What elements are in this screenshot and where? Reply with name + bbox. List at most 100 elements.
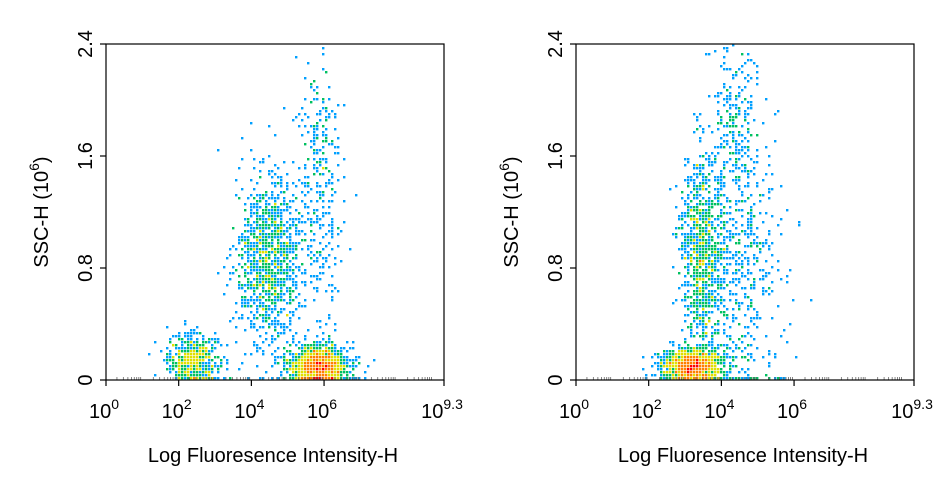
event-dot bbox=[738, 323, 741, 326]
event-dot bbox=[271, 365, 274, 368]
event-dot bbox=[720, 176, 723, 179]
event-dot bbox=[684, 233, 687, 236]
event-dot bbox=[705, 302, 708, 305]
event-dot bbox=[331, 176, 334, 179]
event-dot bbox=[310, 125, 313, 128]
event-dot bbox=[708, 197, 711, 200]
event-dot bbox=[696, 239, 699, 242]
event-dot bbox=[313, 239, 316, 242]
event-dot bbox=[726, 317, 729, 320]
event-dot bbox=[277, 224, 280, 227]
y-tick-label: 1.6 bbox=[75, 142, 97, 170]
event-dot bbox=[256, 242, 259, 245]
event-dot bbox=[277, 227, 280, 230]
event-dot bbox=[690, 323, 693, 326]
event-dot bbox=[732, 272, 735, 275]
event-dot bbox=[322, 338, 325, 341]
event-dot bbox=[241, 254, 244, 257]
event-dot bbox=[786, 209, 789, 212]
event-dot bbox=[340, 350, 343, 353]
event-dot bbox=[693, 269, 696, 272]
event-dot bbox=[735, 143, 738, 146]
event-dot bbox=[208, 374, 211, 377]
event-dot bbox=[777, 224, 780, 227]
event-dot bbox=[280, 254, 283, 257]
event-dot bbox=[696, 236, 699, 239]
event-dot bbox=[325, 245, 328, 248]
event-dot bbox=[711, 131, 714, 134]
event-dot bbox=[780, 218, 783, 221]
event-dot bbox=[780, 185, 783, 188]
event-dot bbox=[235, 269, 238, 272]
event-dot bbox=[690, 239, 693, 242]
event-dot bbox=[735, 149, 738, 152]
event-dot bbox=[720, 194, 723, 197]
event-dot bbox=[301, 200, 304, 203]
event-dot bbox=[292, 356, 295, 359]
event-dot bbox=[699, 365, 702, 368]
event-dot bbox=[277, 284, 280, 287]
event-dot bbox=[723, 56, 726, 59]
event-dot bbox=[768, 353, 771, 356]
event-dot bbox=[690, 236, 693, 239]
event-dot bbox=[298, 230, 301, 233]
event-dot bbox=[259, 296, 262, 299]
event-dot bbox=[307, 365, 310, 368]
event-dot bbox=[699, 344, 702, 347]
event-dot bbox=[184, 359, 187, 362]
event-dot bbox=[750, 299, 753, 302]
event-dot bbox=[328, 377, 331, 380]
event-dot bbox=[696, 251, 699, 254]
event-dot bbox=[729, 125, 732, 128]
event-dot bbox=[328, 182, 331, 185]
event-dot bbox=[262, 230, 265, 233]
event-dot bbox=[256, 266, 259, 269]
event-dot bbox=[705, 209, 708, 212]
event-dot bbox=[696, 257, 699, 260]
event-dot bbox=[720, 299, 723, 302]
event-dot bbox=[274, 200, 277, 203]
event-dot bbox=[259, 170, 262, 173]
event-dot bbox=[316, 275, 319, 278]
event-dot bbox=[331, 173, 334, 176]
event-dot bbox=[744, 275, 747, 278]
event-dot bbox=[795, 356, 798, 359]
event-dot bbox=[334, 371, 337, 374]
event-dot bbox=[331, 200, 334, 203]
event-dot bbox=[292, 365, 295, 368]
event-dot bbox=[268, 287, 271, 290]
event-dot bbox=[304, 233, 307, 236]
event-dot bbox=[283, 365, 286, 368]
event-dot bbox=[190, 368, 193, 371]
event-dot bbox=[687, 305, 690, 308]
event-dot bbox=[708, 272, 711, 275]
event-dot bbox=[205, 356, 208, 359]
event-dot bbox=[741, 125, 744, 128]
event-dot bbox=[262, 227, 265, 230]
event-dot bbox=[723, 272, 726, 275]
event-dot bbox=[307, 377, 310, 380]
event-dot bbox=[289, 362, 292, 365]
event-dot bbox=[756, 65, 759, 68]
event-dot bbox=[645, 377, 648, 380]
event-dot bbox=[711, 293, 714, 296]
event-dot bbox=[747, 155, 750, 158]
event-dot bbox=[705, 218, 708, 221]
event-dot bbox=[265, 311, 268, 314]
event-dot bbox=[244, 353, 247, 356]
event-dot bbox=[693, 266, 696, 269]
event-dot bbox=[753, 233, 756, 236]
event-dot bbox=[762, 287, 765, 290]
event-dot bbox=[292, 224, 295, 227]
event-dot bbox=[169, 368, 172, 371]
event-dot bbox=[346, 341, 349, 344]
event-dot bbox=[732, 236, 735, 239]
event-dot bbox=[256, 269, 259, 272]
event-dot bbox=[696, 116, 699, 119]
event-dot bbox=[711, 344, 714, 347]
event-dot bbox=[705, 179, 708, 182]
event-dot bbox=[259, 251, 262, 254]
event-dot bbox=[268, 227, 271, 230]
event-dot bbox=[726, 68, 729, 71]
x-axis-title: Log Fluoresence Intensity-H bbox=[618, 445, 868, 467]
